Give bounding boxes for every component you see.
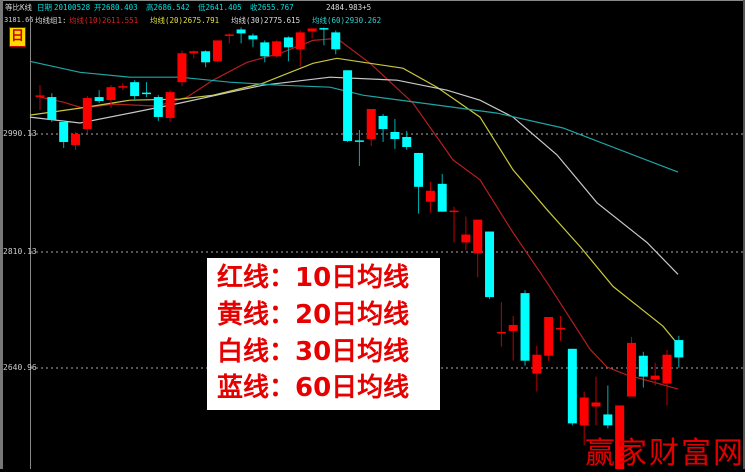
window-top-border <box>0 0 745 1</box>
candle-body <box>35 95 45 97</box>
candle-body <box>307 28 317 32</box>
candle-body <box>485 231 495 298</box>
high-price: 高2686.542 <box>146 3 190 12</box>
watermark-logo: 赢家财富网 <box>585 436 745 471</box>
low-price: 低2641.405 <box>198 3 242 12</box>
candle-body <box>165 92 175 118</box>
candle-body <box>544 317 554 356</box>
ma-line-ma60 <box>29 60 679 173</box>
candle-body <box>366 108 376 140</box>
candle-body <box>461 234 471 243</box>
legend-ma20: 黄线：20日均线 <box>217 300 410 330</box>
candle-body <box>272 41 282 57</box>
date-value: 20100528 <box>54 3 91 12</box>
candle-body <box>153 97 163 117</box>
window-right-border <box>743 0 745 469</box>
ma10-value: 均线(10)2611.551 <box>69 16 139 25</box>
candle-body <box>94 97 104 102</box>
candle-body <box>118 86 128 88</box>
chart-mode-label[interactable]: 等比K线 <box>5 3 33 12</box>
candle-body <box>59 121 69 142</box>
legend-ma10: 红线：10日均线 <box>217 263 410 293</box>
candle-body <box>603 414 613 426</box>
candle-body <box>260 42 270 57</box>
period-day-icon[interactable]: 日 <box>9 27 26 47</box>
candle-body <box>627 342 636 397</box>
candle-body <box>236 29 246 34</box>
candle-body <box>473 219 483 254</box>
legend-ma60: 蓝线：60日均线 <box>217 373 410 403</box>
candle-body <box>662 354 672 384</box>
quote-header: 等比K线 日期 20100528 开2680.403 高2686.542 低26… <box>0 0 745 15</box>
candle-body <box>248 35 258 40</box>
candle-body <box>283 37 293 48</box>
y-tick-top: 3181.66 <box>4 16 34 24</box>
low-marker: 2484.983+5 <box>326 3 372 12</box>
ma-line-ma30 <box>29 76 679 275</box>
close-price: 收2655.767 <box>250 3 294 12</box>
candle-body <box>47 97 57 120</box>
candle-body <box>106 87 116 101</box>
legend-ma30: 白线：30日均线 <box>217 337 410 367</box>
open-price: 开2680.403 <box>94 3 138 12</box>
candle-body <box>331 32 341 50</box>
ma-line-ma10 <box>39 37 679 390</box>
candle-body <box>343 70 353 141</box>
candle-body <box>674 340 684 358</box>
ma-header: 3181.66 均线组1: 均线(10)2611.551 均线(20)2675.… <box>0 14 745 27</box>
candle-body <box>496 331 506 334</box>
candle-body <box>532 354 542 374</box>
candle-body <box>354 140 364 142</box>
ma-group-label[interactable]: 均线组1: <box>35 16 67 25</box>
candle-body <box>378 115 388 130</box>
candle-body <box>425 190 435 202</box>
candle-body <box>70 134 80 145</box>
y-tick: 2990.13 <box>3 129 37 138</box>
ma60-value: 均线(60)2930.262 <box>312 16 382 25</box>
candle-body <box>437 183 447 212</box>
candle-body <box>591 402 601 407</box>
candle-body <box>189 51 199 54</box>
candle-body <box>449 210 459 213</box>
window-left-border <box>0 0 3 469</box>
candle-body <box>579 397 589 426</box>
candle-body <box>177 53 187 83</box>
candle-body <box>201 51 211 63</box>
ma20-value: 均线(20)2675.791 <box>150 16 220 25</box>
candle-body <box>567 348 577 424</box>
candle-body <box>650 375 660 380</box>
candle-body <box>224 34 234 36</box>
candle-body <box>402 136 412 147</box>
y-tick: 2640.96 <box>3 363 37 372</box>
candle-body <box>319 28 329 30</box>
candle-body <box>295 32 305 50</box>
candle-body <box>130 82 140 97</box>
candle-body <box>82 98 92 130</box>
price-axis-line <box>30 16 31 469</box>
candle-body <box>520 293 530 361</box>
candle-body <box>556 327 566 330</box>
candle-body <box>390 132 400 140</box>
candle-body <box>615 405 625 469</box>
candle-body <box>414 152 424 187</box>
y-tick: 2810.13 <box>3 247 37 256</box>
candle-body <box>141 92 151 95</box>
candle-body <box>212 40 222 62</box>
candle-body <box>638 355 648 377</box>
date-label: 日期 <box>37 3 52 12</box>
ma-legend-box: 红线：10日均线 黄线：20日均线 白线：30日均线 蓝线：60日均线 <box>207 258 440 410</box>
ma30-value: 均线(30)2775.615 <box>231 16 301 25</box>
candle-body <box>508 324 518 331</box>
